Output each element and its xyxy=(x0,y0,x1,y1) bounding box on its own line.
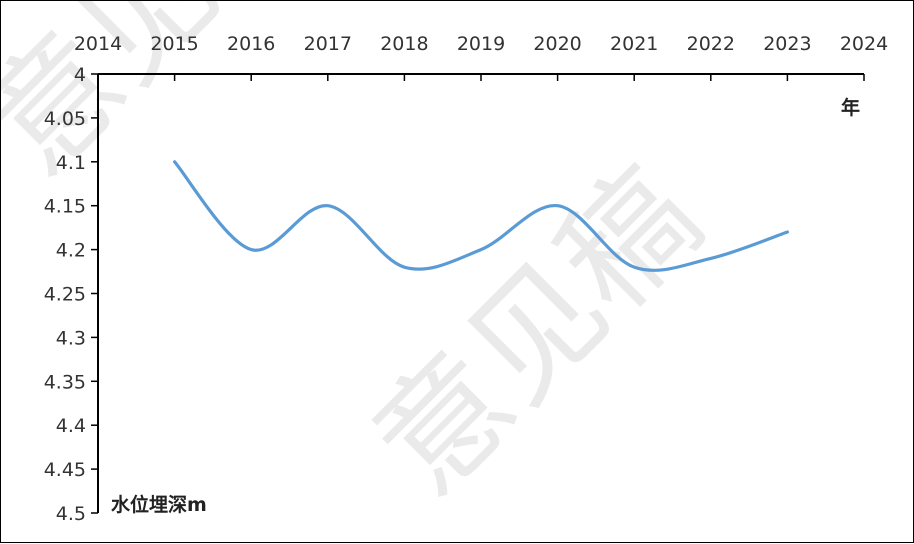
x-tick-label: 2015 xyxy=(150,33,198,55)
y-tick-label: 4.1 xyxy=(56,152,86,174)
x-axis-title: 年 xyxy=(841,96,860,119)
watermark-text: 意见稿 xyxy=(345,140,728,523)
y-tick-label: 4.4 xyxy=(56,415,86,437)
y-tick-label: 4 xyxy=(74,64,86,86)
y-tick-label: 4.25 xyxy=(44,284,86,306)
y-tick-label: 4.2 xyxy=(56,240,86,262)
y-tick-label: 4.5 xyxy=(56,503,86,525)
x-tick-label: 2022 xyxy=(687,33,735,55)
x-tick-label: 2024 xyxy=(840,33,888,55)
y-tick-label: 4.45 xyxy=(44,459,86,481)
watermark-text: 意见稿 xyxy=(1,1,339,203)
x-tick-label: 2017 xyxy=(304,33,352,55)
y-tick-label: 4.35 xyxy=(44,371,86,393)
x-axis: 2014 2015 2016 2017 2018 2019 2020 2021 2022 2023… xyxy=(74,33,888,81)
series-layer xyxy=(173,160,789,272)
x-tick-label: 2016 xyxy=(227,33,275,55)
x-tick-label: 2019 xyxy=(457,33,505,55)
x-tick-label: 2020 xyxy=(533,33,581,55)
y-tick-label: 4.15 xyxy=(44,196,86,218)
y-axis-title: 水位埋深m xyxy=(111,493,207,516)
x-tick-label: 2021 xyxy=(610,33,658,55)
x-tick-label: 2023 xyxy=(763,33,811,55)
y-tick-label: 4.05 xyxy=(44,108,86,130)
x-tick-label: 2018 xyxy=(380,33,428,55)
y-tick-label: 4.3 xyxy=(56,327,86,349)
y-axis: 4 4.05 4.1 4.15 4.2 4.25 4.3 4.35 4.4 4.45 4.5 xyxy=(44,64,99,525)
x-tick-label: 2014 xyxy=(74,33,122,55)
series-line xyxy=(173,160,789,272)
